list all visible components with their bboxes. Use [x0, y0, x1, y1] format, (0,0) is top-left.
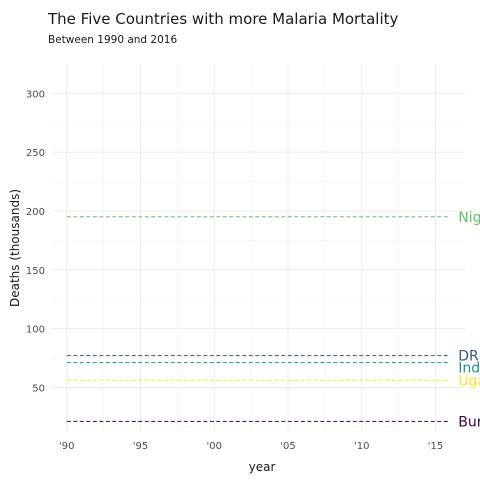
y-tick-label: 250: [26, 148, 45, 159]
x-tick-label: '90: [59, 441, 74, 452]
y-tick-label: 200: [26, 207, 45, 218]
x-tick-label: '10: [354, 441, 369, 452]
x-axis-title: year: [249, 460, 276, 474]
chart-title: The Five Countries with more Malaria Mor…: [47, 10, 399, 28]
y-axis-title: Deaths (thousands): [8, 189, 22, 307]
x-tick-label: '05: [280, 441, 295, 452]
series-label: India: [458, 361, 480, 377]
y-tick-label: 150: [26, 266, 45, 277]
series-label: Uganda: [458, 373, 480, 389]
x-tick-label: '15: [428, 441, 443, 452]
x-tick-label: '00: [207, 441, 222, 452]
series-labels: Nigeria DR CongoIndiaUganda Burkina Faso: [458, 210, 480, 431]
y-tick-label: 100: [26, 325, 45, 336]
series-label: Nigeria: [458, 210, 480, 226]
y-axis-ticks: 50 100 150 200 250 300: [26, 89, 45, 394]
grid: [52, 64, 465, 432]
chart-subtitle: Between 1990 and 2016: [48, 34, 177, 46]
series-lines: [66, 216, 451, 422]
y-tick-label: 300: [26, 89, 45, 100]
series-label: DR Congo: [458, 349, 480, 365]
x-axis-ticks: '90 '95 '00 '05 '10 '15: [59, 441, 443, 452]
y-tick-label: 50: [32, 383, 45, 394]
series-label: Burkina Faso: [458, 414, 480, 430]
x-tick-label: '95: [133, 441, 148, 452]
